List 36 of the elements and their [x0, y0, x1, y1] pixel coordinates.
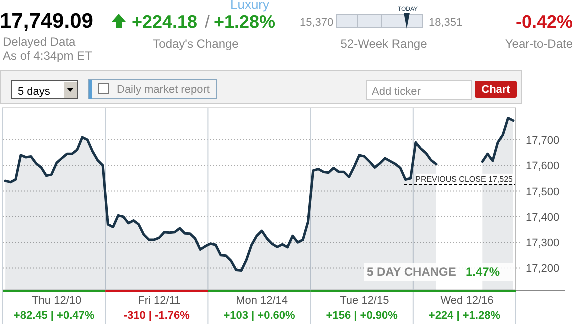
text: As of 4:34pm ET [3, 49, 94, 63]
text: Add ticker [372, 86, 422, 98]
text: Year-to-Date [505, 37, 574, 51]
y-tick-label: 17,500 [526, 186, 560, 198]
y-tick-label: 17,200 [526, 263, 560, 276]
text: +224.18 [132, 12, 198, 32]
y-tick-label: 17,600 [526, 160, 560, 173]
text: / [205, 12, 210, 32]
text: 5 days [18, 86, 51, 98]
x-tick-label: Thu 12/10 [32, 295, 82, 307]
x-tick-label: Tue 12/15 [340, 295, 390, 307]
annotation: 1.47% [466, 265, 500, 279]
text: -0.42% [516, 12, 573, 32]
x-tick-label: Fri 12/11 [138, 295, 181, 307]
text: 15,370 [300, 17, 334, 29]
ref-line-label: PREVIOUS CLOSE 17,525 [416, 174, 514, 184]
text: -310 | -1.76% [124, 310, 190, 322]
text: +82.45 | +0.47% [14, 310, 95, 322]
annotation: 5 DAY CHANGE [367, 265, 456, 279]
text: 18,351 [429, 17, 463, 29]
text: 52-Week Range [340, 37, 428, 51]
text: 17,749.09 [0, 10, 94, 33]
x-tick-label: Wed 12/16 [440, 295, 494, 307]
x-tick-label: Mon 12/14 [236, 295, 288, 307]
text: +224 | +1.28% [428, 310, 501, 322]
text: Luxury [230, 0, 270, 12]
y-tick-label: 17,300 [526, 238, 560, 250]
text: Delayed Data [3, 35, 76, 49]
text: +103 | +0.60% [224, 310, 296, 322]
text: Daily market report [117, 84, 210, 96]
text: +1.28% [214, 12, 276, 32]
y-tick-label: 17,400 [526, 212, 560, 224]
text: Today's Change [153, 37, 240, 51]
text: +156 | +0.90% [326, 310, 398, 322]
text: Chart [482, 84, 511, 96]
y-tick-label: 17,700 [526, 135, 560, 148]
